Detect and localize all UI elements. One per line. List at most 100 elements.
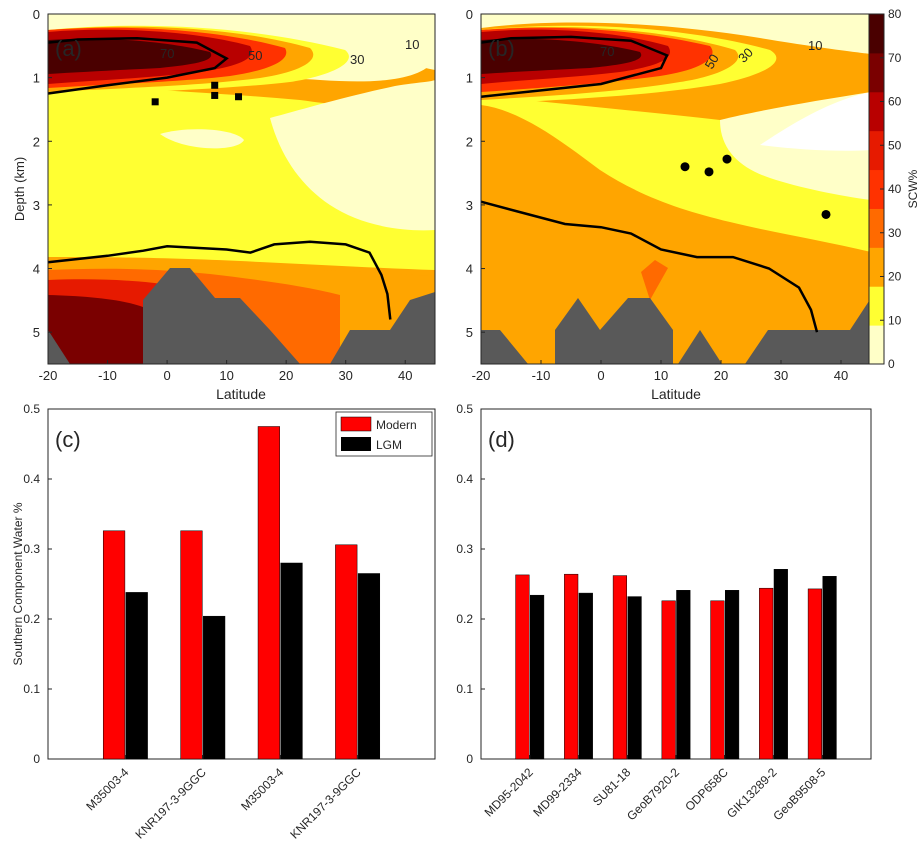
y-tick-label: 0.2 xyxy=(456,612,473,626)
x-tick-label: -10 xyxy=(532,368,551,383)
bar-modern xyxy=(710,600,725,760)
y-tick-label: 5 xyxy=(466,325,473,340)
panel-a-band-10-lens xyxy=(160,129,244,149)
colorbar-tick-label: 70 xyxy=(888,51,902,65)
colorbar-tick-label: 0 xyxy=(888,357,895,371)
x-tick-label: 30 xyxy=(774,368,788,383)
bar-lgm xyxy=(676,590,691,760)
legend-label-lgm: LGM xyxy=(376,438,402,452)
y-tick-label: 0.3 xyxy=(23,542,40,556)
panel-b-thick-contour xyxy=(480,35,669,98)
bar-lgm xyxy=(203,615,226,760)
legend-swatch-modern xyxy=(340,416,372,432)
x-tick-label: 10 xyxy=(654,368,668,383)
colorbar-tick-label: 60 xyxy=(888,95,902,109)
panel-d-bars xyxy=(515,569,837,760)
x-tick-label: 20 xyxy=(279,368,293,383)
x-tick-label: 30 xyxy=(338,368,352,383)
panel-c-y-axis: 0 0.1 0.2 0.3 0.4 0.5 xyxy=(23,402,52,766)
y-tick-label: 0.5 xyxy=(456,402,473,416)
panel-a-deep-contour xyxy=(47,240,392,320)
colorbar-label: SCW% xyxy=(906,169,919,208)
panel-a-contour-label-30: 30 xyxy=(350,52,364,67)
x-tick-label: 20 xyxy=(714,368,728,383)
colorbar-cell xyxy=(869,247,884,287)
bar-modern xyxy=(515,574,530,760)
colorbar-cells xyxy=(869,14,884,365)
core-marker-1 xyxy=(151,98,159,106)
panel-d-label: (d) xyxy=(488,427,515,452)
legend-swatch-lgm xyxy=(341,437,371,451)
panel-a-contour-label-10: 10 xyxy=(405,37,419,52)
bar-modern xyxy=(564,573,579,760)
colorbar-tick-label: 30 xyxy=(888,226,902,240)
y-tick-label: 0.4 xyxy=(456,472,473,486)
panel-b-terrain-mid xyxy=(555,298,673,364)
panel-a-core-markers xyxy=(151,81,243,106)
panel-b: (b) 70 50 30 10 -20 -10 0 10 20 30 40 0 1 2 3 4 5 L… xyxy=(466,7,919,402)
bar-modern xyxy=(180,530,203,760)
panel-d-frame xyxy=(480,408,872,760)
colorbar-cell xyxy=(869,52,884,93)
y-tick-label: 0.5 xyxy=(23,402,40,416)
panel-a-terrain-left xyxy=(48,330,70,364)
panel-b-terrain-left xyxy=(481,330,528,364)
bar-lgm xyxy=(725,590,740,760)
panel-c-label: (c) xyxy=(55,427,81,452)
y-tick-label: 3 xyxy=(466,198,473,213)
bar-modern xyxy=(759,587,774,760)
panel-a-contour-label-50: 50 xyxy=(248,48,262,63)
panel-a-band-80-top xyxy=(48,38,212,74)
panel-b-core-markers xyxy=(680,154,831,219)
panel-b-contour-field xyxy=(481,14,871,364)
core-marker-3 xyxy=(722,154,732,164)
panel-a: (a) 70 50 30 10 -20 -10 0 10 20 30 40 0 1 2 3 4 5 L… xyxy=(12,7,436,402)
y-tick-label: 0.1 xyxy=(23,682,40,696)
panel-a-thick-contour xyxy=(47,36,229,95)
panel-a-ylabel: Depth (km) xyxy=(12,157,27,221)
y-tick-label: 2 xyxy=(466,134,473,149)
bar-modern xyxy=(612,575,627,760)
colorbar-tick-label: 40 xyxy=(888,182,902,196)
y-tick-label: 4 xyxy=(466,262,473,277)
panel-b-band-50-patch xyxy=(641,260,668,300)
panel-b-xlabel: Latitude xyxy=(651,386,701,402)
legend-label-modern: Modern xyxy=(376,418,417,432)
panel-a-contour-field xyxy=(48,14,435,364)
panel-a-band-10-top xyxy=(48,14,435,70)
x-tick-label: 10 xyxy=(219,368,233,383)
colorbar-cell xyxy=(869,208,884,248)
y-tick-label: 0.4 xyxy=(23,472,40,486)
bar-lgm xyxy=(822,576,837,760)
colorbar-tick-label: 10 xyxy=(888,313,902,327)
panel-a-terrain-ridge xyxy=(143,268,300,364)
x-tick-label: M35003-4 xyxy=(83,765,131,813)
x-tick-label: MD99-2334 xyxy=(530,765,584,819)
panel-c-ylabel: Southern Component Water % xyxy=(11,502,25,665)
colorbar-cell xyxy=(869,14,884,54)
y-tick-label: 2 xyxy=(33,134,40,149)
x-tick-label: GeoB7920-2 xyxy=(624,765,682,823)
bar-lgm xyxy=(578,592,593,760)
x-tick-label: GeoB9508-5 xyxy=(770,765,828,823)
x-tick-label: -10 xyxy=(98,368,117,383)
x-tick-label: 40 xyxy=(398,368,412,383)
colorbar-cell xyxy=(869,325,884,365)
x-tick-label: M35003-4 xyxy=(238,765,286,813)
bar-modern xyxy=(102,530,126,760)
x-tick-label: KNR197-3-9GGC xyxy=(287,765,364,842)
panel-b-y-axis: 0 1 2 3 4 5 xyxy=(466,7,485,340)
bar-modern xyxy=(807,588,822,760)
panel-a-label: (a) xyxy=(55,36,82,61)
colorbar-tick-label: 50 xyxy=(888,138,902,152)
y-tick-label: 1 xyxy=(33,71,40,86)
panel-b-zero-region xyxy=(760,92,871,151)
colorbar-cell xyxy=(869,130,884,171)
bar-modern xyxy=(335,544,358,760)
colorbar-ticks: 0 10 20 30 40 50 60 70 80 xyxy=(880,7,902,371)
panel-b-x-axis: -20 -10 0 10 20 30 40 xyxy=(472,360,848,383)
x-tick-label: ODP658C xyxy=(682,765,731,814)
panel-c: 00.10.20.30.40.5 M35003-4 KNR197-3-9GGC M3… xyxy=(11,402,436,842)
